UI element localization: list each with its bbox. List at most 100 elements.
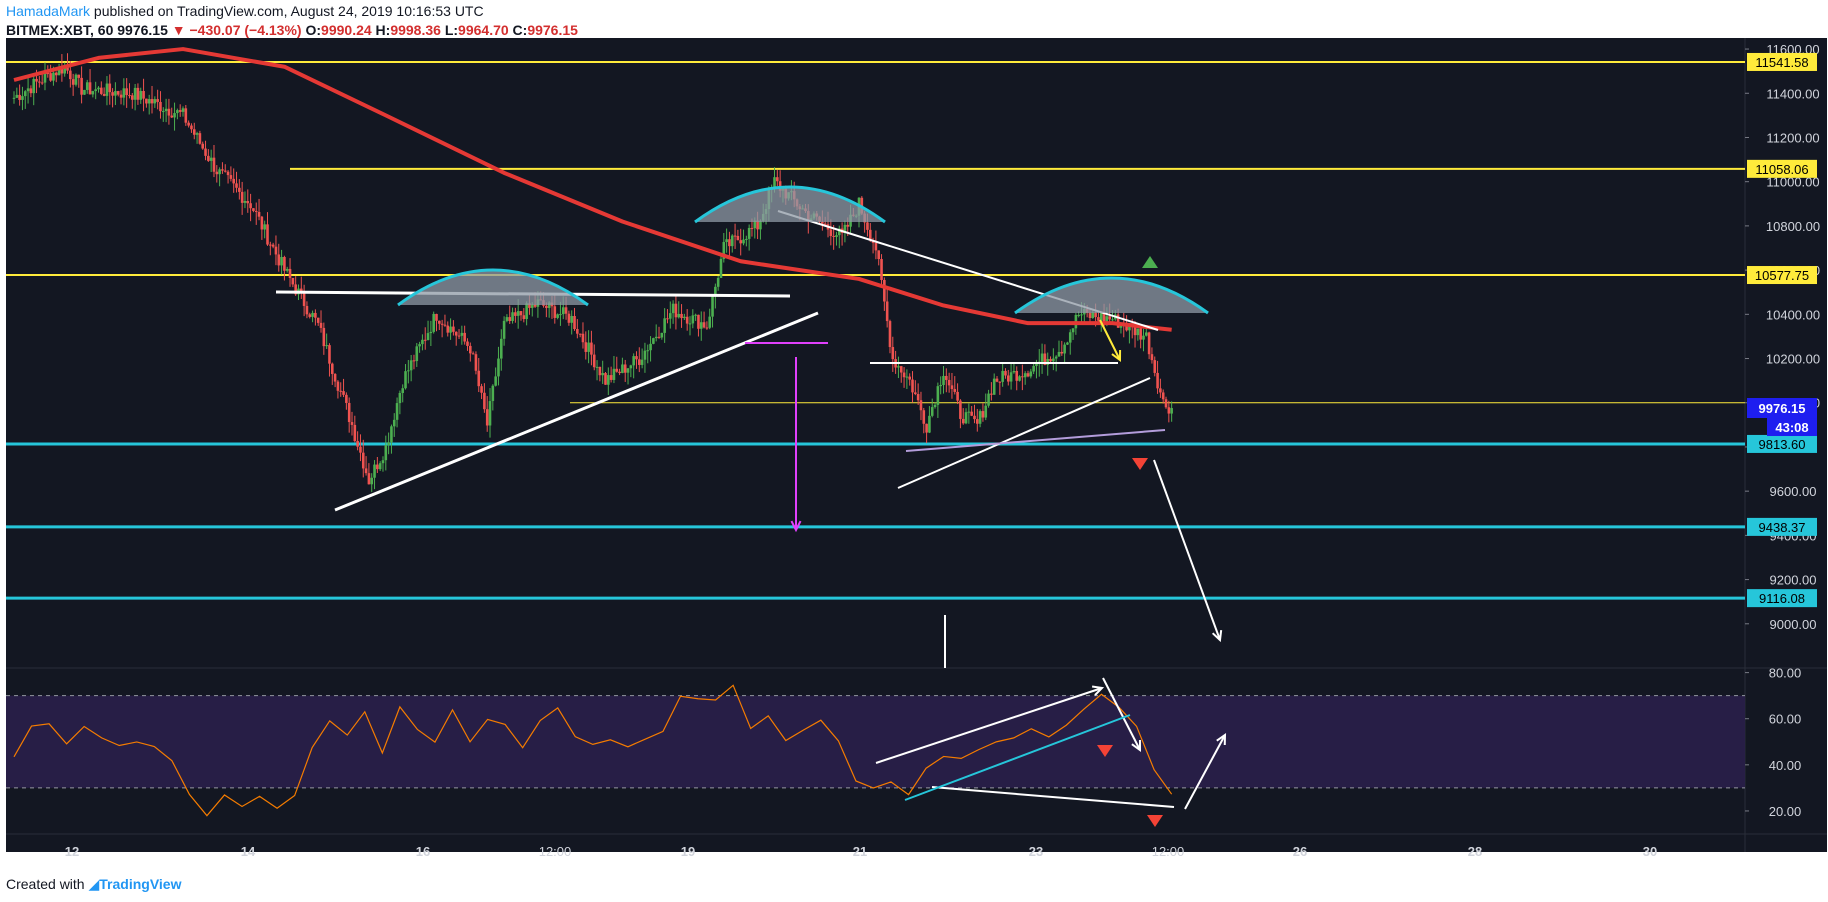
- candle-body: [305, 305, 309, 315]
- candle-body: [415, 346, 419, 362]
- level-tag: [1747, 434, 1817, 453]
- candle-body: [595, 366, 599, 368]
- candle-body: [722, 242, 726, 259]
- candle-body: [587, 342, 590, 352]
- candle-body: [719, 258, 723, 278]
- candle-body: [376, 464, 379, 470]
- candle-body: [1105, 316, 1109, 322]
- candle-body: [280, 256, 283, 266]
- down-arrow-icon: [1147, 815, 1163, 827]
- candle-body: [94, 89, 97, 92]
- candle-body: [973, 415, 976, 420]
- down-arrow-icon: [1132, 458, 1148, 470]
- current-price-label: 9976.15: [1759, 401, 1806, 416]
- candle-body: [646, 350, 650, 352]
- candle-body: [330, 363, 334, 374]
- candle-body: [192, 129, 196, 135]
- candle-body: [680, 313, 683, 319]
- candle-body: [452, 326, 455, 332]
- candle-body: [325, 345, 328, 347]
- candle-body: [102, 93, 106, 96]
- time-tick-label: 12: [65, 844, 79, 859]
- candle-body: [950, 385, 954, 390]
- level-tag-label: 9438.37: [1759, 520, 1806, 535]
- candle-body: [699, 322, 703, 329]
- candle-body: [640, 359, 644, 365]
- rsi-line: [13, 684, 1173, 817]
- candle-body: [145, 98, 148, 104]
- rsi-band: [6, 695, 1745, 788]
- target-arrow-head: [790, 520, 802, 533]
- candle-body: [32, 78, 36, 94]
- candle-body: [497, 358, 500, 377]
- candle-body: [933, 404, 937, 408]
- candle-body: [618, 371, 621, 374]
- rsi-bounce-arrow: [1184, 734, 1226, 810]
- candle-body: [654, 336, 658, 339]
- candle-body: [356, 440, 359, 447]
- candle-body: [201, 143, 205, 149]
- candle-body: [1009, 372, 1013, 382]
- candle-body: [443, 324, 447, 326]
- rsi-rising-line-head: [1091, 685, 1105, 696]
- candle-body: [23, 91, 27, 97]
- candle-body: [508, 317, 512, 321]
- candle-body: [52, 72, 55, 81]
- candle-body: [170, 115, 174, 118]
- author-link[interactable]: HamadaMark: [6, 3, 91, 19]
- candle-body: [147, 99, 151, 104]
- candle-body: [837, 228, 841, 236]
- rsi-bounce-arrow-head: [1216, 733, 1227, 746]
- low-value: 9964.70: [458, 22, 509, 38]
- candle-body: [1164, 399, 1168, 408]
- countdown-label: 43:08: [1775, 420, 1808, 435]
- candle-body: [1147, 332, 1151, 355]
- current-price-tag: [1747, 398, 1817, 419]
- level-tag-label: 11541.58: [1755, 55, 1808, 70]
- tradingview-logo-icon[interactable]: ◢: [88, 876, 100, 892]
- candle-body: [666, 318, 669, 320]
- candle-body: [116, 91, 120, 95]
- candle-body: [505, 317, 509, 321]
- candle-body: [1021, 376, 1024, 378]
- candle-body: [85, 82, 89, 90]
- candle-body: [421, 339, 424, 345]
- candle-body: [663, 318, 666, 333]
- candle-body: [319, 322, 323, 328]
- candle-body: [440, 323, 444, 325]
- candle-body: [990, 393, 993, 395]
- tradingview-brand[interactable]: TradingView: [99, 876, 182, 892]
- candle-body: [322, 327, 326, 347]
- candle-body: [1108, 316, 1111, 320]
- candle-body: [1066, 342, 1069, 345]
- level-tag: [1747, 589, 1817, 608]
- candle-body: [1094, 312, 1097, 318]
- symbol-line: BITMEX:XBT, 60 9976.15 ▼ −430.07 (−4.13%…: [6, 22, 578, 38]
- candle-body: [533, 304, 537, 307]
- candle-body: [167, 108, 171, 116]
- candle-body: [105, 83, 109, 96]
- purple-line: [905, 429, 1166, 452]
- candle-body: [581, 333, 585, 343]
- candle-body: [987, 393, 990, 406]
- rsi-tick-label: 40.00: [1769, 758, 1802, 773]
- candle-body: [438, 320, 441, 324]
- candle-body: [423, 339, 427, 341]
- candle-body: [742, 239, 745, 244]
- candle-body: [1071, 328, 1075, 333]
- candle-body: [643, 350, 647, 360]
- down-triangle-icon: ▼: [171, 22, 186, 38]
- candle-body: [460, 332, 464, 336]
- candle-body: [1159, 388, 1162, 393]
- candle-body: [759, 220, 762, 230]
- candle-body: [1040, 353, 1044, 362]
- candle-body: [959, 400, 962, 419]
- candle-body: [156, 99, 159, 102]
- candle-body: [26, 88, 30, 92]
- candle-body: [314, 312, 317, 318]
- candle-body: [178, 110, 182, 112]
- price-tick-label: 10800.00: [1766, 219, 1820, 234]
- candle-body: [652, 338, 655, 344]
- time-tick-label: 30: [1643, 844, 1657, 859]
